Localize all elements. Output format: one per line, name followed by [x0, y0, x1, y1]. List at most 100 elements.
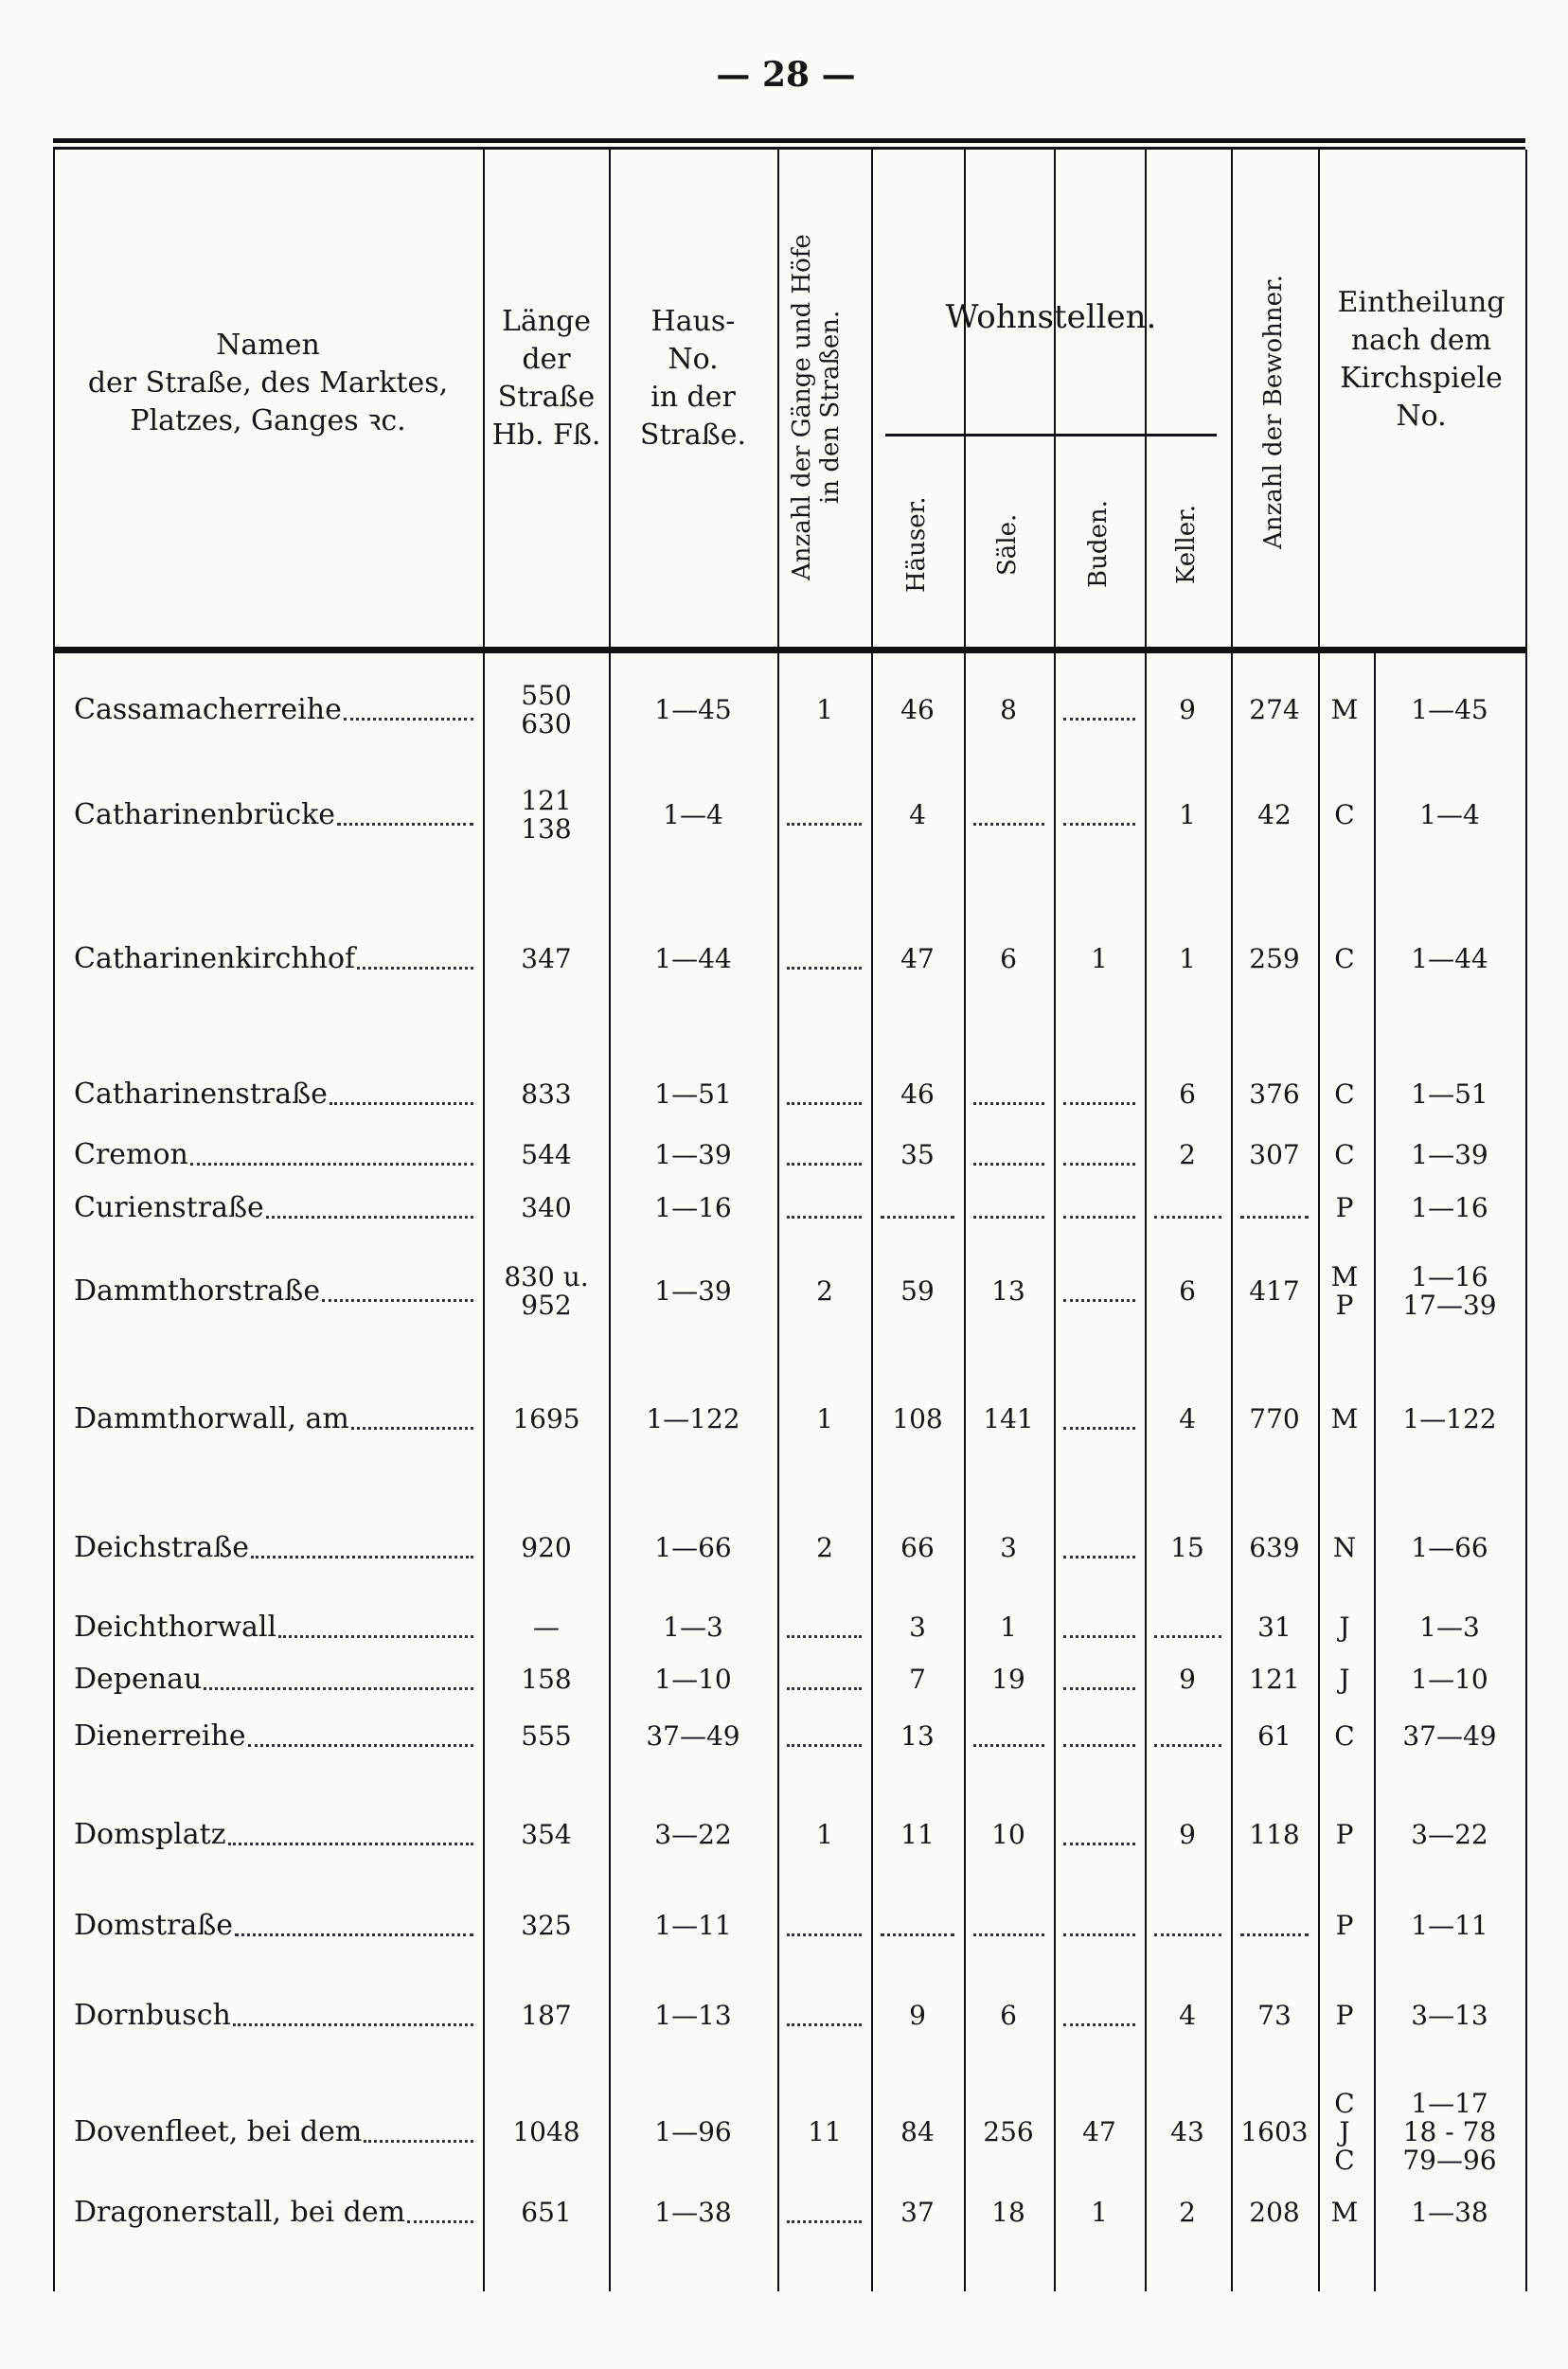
cell-house-no: 1—10 [654, 1663, 732, 1695]
cell-residents: 376 [1249, 1078, 1300, 1111]
rule [1145, 150, 1147, 2291]
header-parish: Kirchspiele [1340, 362, 1503, 395]
cell-house-no: 1—44 [654, 942, 732, 974]
cell-length: 1695 [512, 1403, 580, 1435]
leader [787, 1635, 862, 1639]
header-name: Platzes, Ganges ꝛc. [130, 404, 406, 437]
header-cellars: Keller. [1172, 505, 1201, 584]
street-name: Dragonerstall, bei dem [74, 2195, 406, 2229]
rule [1054, 150, 1056, 2291]
cell-residents: 118 [1249, 1818, 1300, 1850]
cell-cellars: 6 [1179, 1274, 1196, 1307]
cell-halls: 6 [1000, 942, 1017, 974]
cell-house-no: 1—3 [663, 1612, 723, 1644]
cell-parish: M [1330, 1403, 1359, 1435]
header-parish: nach dem [1350, 324, 1492, 357]
header-name: Namen [216, 329, 320, 362]
leader [364, 2140, 473, 2144]
cell-courts: 1 [816, 693, 833, 725]
cell-parish-no: 1—16 [1411, 1192, 1488, 1223]
cell-parish-no: 1—3 [1419, 1612, 1480, 1644]
leader [1063, 1555, 1135, 1559]
leader [322, 1298, 473, 1302]
cell-length: 1048 [512, 2116, 580, 2148]
header-residents: Anzahl der Bewohner. [1259, 275, 1288, 549]
street-name: Cassamacherreihe [74, 692, 342, 726]
leader [265, 1216, 473, 1219]
cell-parish-no: 1—11 [1411, 1909, 1488, 1941]
cell-length: 555 [521, 1720, 572, 1753]
cell-cellars: 1 [1179, 799, 1196, 831]
cell-houses: 108 [892, 1403, 943, 1435]
cell-houses: 46 [900, 693, 935, 725]
leader [787, 966, 862, 970]
cell-house-no: 1—13 [654, 2000, 732, 2032]
street-name: Dammthorstraße [74, 1274, 321, 1308]
header-house_no: Haus- [650, 305, 736, 338]
cell-length: 121 [521, 785, 572, 817]
cell-cellars: 15 [1170, 1531, 1204, 1563]
leader [204, 1686, 473, 1690]
cell-house-no: 37—49 [646, 1720, 740, 1753]
cell-length: 550 [521, 679, 572, 711]
leader [787, 1216, 862, 1219]
rule [1525, 150, 1527, 2291]
leader [973, 1163, 1044, 1167]
street-name: Domsplatz [74, 1817, 226, 1851]
cell-house-no: 1—51 [654, 1078, 732, 1111]
leader [235, 1933, 473, 1936]
cell-halls: 18 [991, 2196, 1025, 2228]
leader [251, 1555, 473, 1559]
leader [787, 1102, 862, 1106]
rule [871, 150, 873, 2291]
cell-house-no: 1—11 [654, 1909, 732, 1941]
leader [1063, 1427, 1135, 1431]
cell-courts: 2 [816, 1531, 833, 1563]
leader [973, 1744, 1044, 1748]
cell-cellars: 9 [1179, 1663, 1196, 1695]
cell-residents: 259 [1249, 942, 1300, 974]
header-length: Hb. Fß. [491, 419, 601, 452]
rule [1374, 653, 1376, 2291]
leader [1063, 1102, 1135, 1106]
cell-cellars: 9 [1179, 693, 1196, 725]
cell-houses: 4 [909, 799, 926, 831]
cell-parish: P [1335, 1909, 1354, 1941]
leader [787, 1744, 862, 1748]
leader [1063, 717, 1135, 721]
cell-parish: P [1335, 1289, 1354, 1321]
cell-houses: 46 [900, 1078, 935, 1111]
cell-houses: 9 [909, 2000, 926, 2032]
cell-cellars: 4 [1179, 1403, 1196, 1435]
cell-courts: 11 [808, 2116, 842, 2148]
cell-houses: 66 [900, 1531, 935, 1563]
cell-parish: P [1335, 1818, 1354, 1850]
leader [1063, 2023, 1135, 2027]
leader [787, 823, 862, 827]
cell-halls: 6 [1000, 2000, 1017, 2032]
leader [973, 1933, 1044, 1936]
leader [881, 1216, 954, 1219]
leader [329, 1102, 473, 1106]
rule [483, 150, 485, 2291]
cell-length: 354 [521, 1818, 572, 1850]
cell-residents: 61 [1257, 1720, 1292, 1753]
leader [337, 823, 473, 827]
header-house_no: in der [650, 381, 736, 414]
cell-length: 833 [521, 1078, 572, 1111]
rule [53, 647, 1525, 653]
cell-parish-no: 17—39 [1402, 1289, 1497, 1321]
rule [609, 150, 611, 2291]
cell-parish-no: 1—44 [1411, 942, 1488, 974]
leader [1063, 1298, 1135, 1302]
leader [1063, 1842, 1135, 1845]
cell-houses: 7 [909, 1663, 926, 1695]
cell-residents: 307 [1249, 1139, 1300, 1171]
street-name: Catharinenstraße [74, 1078, 328, 1112]
leader [357, 966, 473, 970]
cell-halls: 13 [991, 1274, 1025, 1307]
cell-length: 347 [521, 942, 572, 974]
cell-length: 325 [521, 1909, 572, 1941]
leader [1154, 1216, 1221, 1219]
cell-parish: N [1332, 1531, 1357, 1563]
